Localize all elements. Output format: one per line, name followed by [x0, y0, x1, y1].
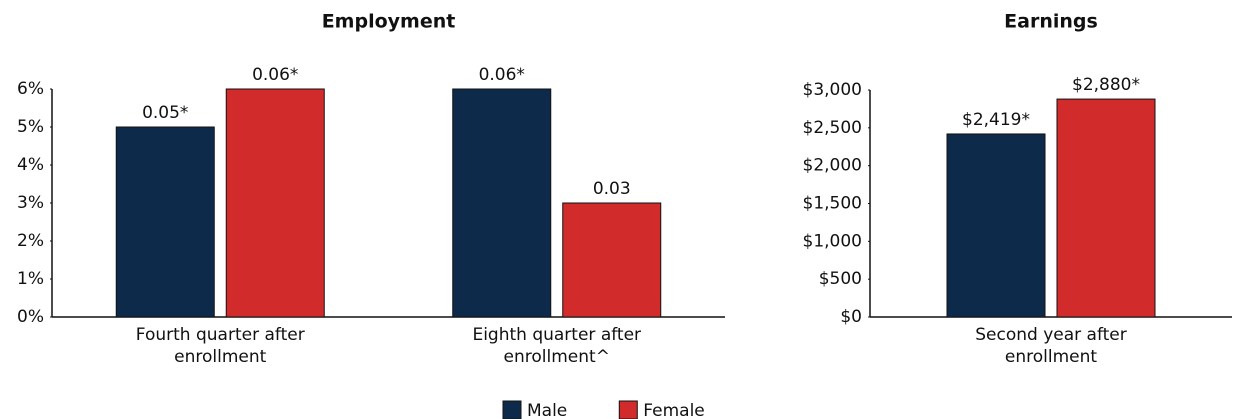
legend-label: Male — [527, 401, 567, 419]
data-label: 0.05* — [142, 103, 188, 123]
y-tick-label: 1% — [17, 269, 44, 289]
bar — [452, 88, 552, 318]
x-tick-label: Second year after enrollment — [975, 325, 1127, 367]
y-tick-label: 0% — [17, 307, 44, 327]
data-label: $2,880* — [1072, 75, 1140, 95]
y-tick-label: $500 — [819, 269, 862, 289]
y-tick-label: $2,500 — [803, 118, 862, 138]
bar — [115, 126, 215, 318]
data-label: 0.06* — [252, 65, 298, 85]
bar — [1056, 98, 1156, 318]
y-tick-label: $1,500 — [803, 194, 862, 214]
y-tick-label: 5% — [17, 117, 44, 137]
y-tick-label: 6% — [17, 79, 44, 99]
data-label: 0.03 — [593, 179, 631, 199]
data-label: $2,419* — [962, 110, 1030, 130]
y-tick-label: 2% — [17, 231, 44, 251]
y-tick-label: $1,000 — [803, 231, 862, 251]
legend-swatch — [618, 400, 638, 419]
bar — [946, 133, 1046, 318]
data-label: 0.06* — [479, 65, 525, 85]
y-tick-label: 4% — [17, 155, 44, 175]
bar — [562, 202, 662, 318]
y-tick-label: $2,000 — [803, 156, 862, 176]
y-tick-label: 3% — [17, 193, 44, 213]
bar — [225, 88, 325, 318]
legend-label: Female — [643, 401, 704, 419]
y-tick-label: $0 — [840, 307, 862, 327]
chart-title: Employment — [322, 11, 456, 33]
legend-swatch — [502, 400, 522, 419]
chart-title: Earnings — [1004, 11, 1098, 33]
x-tick-label: Eighth quarter after enrollment^ — [472, 325, 642, 367]
y-tick-label: $3,000 — [803, 80, 862, 100]
x-tick-label: Fourth quarter after enrollment — [135, 325, 305, 367]
